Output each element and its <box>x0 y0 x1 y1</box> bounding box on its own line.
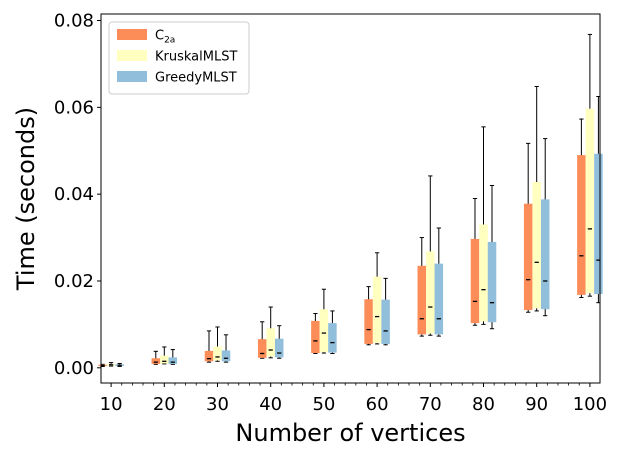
box-C2a-50 <box>311 320 320 354</box>
box-C2a-70 <box>417 265 427 335</box>
box-KruskalMLST-30 <box>213 346 222 361</box>
box-C2a-30 <box>204 350 214 362</box>
y-tick-label-1: 0.02 <box>54 271 94 292</box>
box-C2a-60 <box>364 299 373 344</box>
legend-label-2: GreedyMLST <box>155 71 237 86</box>
box-C2a-100 <box>577 155 586 295</box>
y-axis-label: Time (seconds) <box>12 107 40 291</box>
box-GreedyMLST-70 <box>434 263 444 335</box>
box-GreedyMLST-60 <box>381 299 390 344</box>
box-C2a-20 <box>151 358 161 364</box>
box-GreedyMLST-30 <box>221 350 231 362</box>
box-GreedyMLST-90 <box>540 199 550 310</box>
x-tick-label-6: 70 <box>419 394 442 415</box>
x-tick-label-2: 30 <box>206 394 229 415</box>
box-KruskalMLST-20 <box>160 355 169 364</box>
x-tick-label-8: 90 <box>525 394 548 415</box>
box-C2a-90 <box>523 203 533 311</box>
box-KruskalMLST-90 <box>532 182 541 309</box>
x-tick-label-1: 20 <box>153 394 176 415</box>
legend-swatch-2 <box>117 71 147 82</box>
box-KruskalMLST-70 <box>426 251 435 334</box>
box-KruskalMLST-100 <box>585 108 595 294</box>
x-axis-label: Number of vertices <box>235 419 465 447</box>
box-GreedyMLST-40 <box>274 338 284 358</box>
legend-label-subscript-0: 2a <box>164 36 175 46</box>
axes-frame <box>100 13 601 384</box>
x-tick-label-9: 100 <box>573 394 607 415</box>
x-tick-label-0: 10 <box>100 394 123 415</box>
box-GreedyMLST-20 <box>168 357 178 364</box>
box-KruskalMLST-50 <box>319 309 329 353</box>
box-KruskalMLST-60 <box>372 276 382 344</box>
legend-label-1: KruskalMLST <box>155 50 237 65</box>
box-C2a-40 <box>257 339 267 358</box>
x-tick-label-7: 80 <box>472 394 495 415</box>
x-tick-label-4: 50 <box>312 394 335 415</box>
box-KruskalMLST-40 <box>266 328 275 357</box>
box-KruskalMLST-80 <box>479 224 488 322</box>
x-tick-label-3: 40 <box>259 394 282 415</box>
legend-swatch-0 <box>117 29 147 40</box>
y-tick-label-2: 0.04 <box>54 184 94 205</box>
plot-area: 0.00 0.02 0.04 0.06 0.08 10 20 30 40 50 60 70 80 90 10… <box>54 11 607 415</box>
y-tick-label-4: 0.08 <box>54 11 94 32</box>
box-GreedyMLST-80 <box>487 241 497 323</box>
box-GreedyMLST-100 <box>594 153 603 295</box>
y-tick-label-3: 0.06 <box>54 97 94 118</box>
y-tick-label-0: 0.00 <box>54 358 94 379</box>
x-tick-label-5: 60 <box>366 394 389 415</box>
box-C2a-80 <box>470 238 480 324</box>
legend-swatch-1 <box>117 50 147 61</box>
box-GreedyMLST-50 <box>328 323 337 353</box>
